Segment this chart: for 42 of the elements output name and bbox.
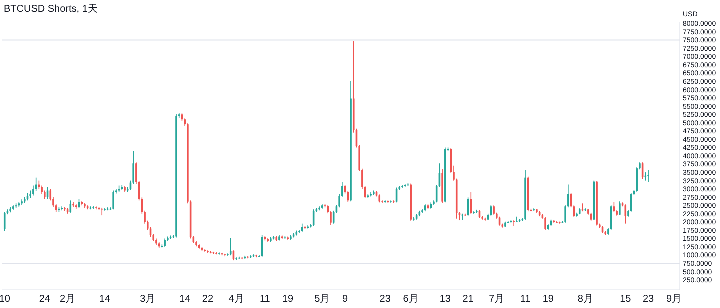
candlestick: [584, 208, 586, 212]
candlestick: [516, 216, 518, 223]
x-tick-label: 15: [620, 294, 632, 305]
x-tick-label: 7月: [489, 294, 505, 305]
x-tick-label: 9: [342, 294, 349, 305]
x-tick-label: 19: [542, 294, 554, 305]
x-tick-label: 13: [440, 294, 452, 305]
candlestick: [4, 212, 6, 232]
x-tick-label: 23: [642, 294, 655, 305]
x-tick-label: 2月: [60, 294, 76, 305]
candlestick: [413, 217, 415, 222]
candlestick: [390, 200, 392, 204]
candlestick: [619, 201, 621, 216]
x-tick-label: 10: [0, 294, 11, 305]
candlestick: [493, 205, 495, 216]
candlestick: [402, 184, 404, 189]
candlestick: [544, 216, 546, 231]
x-tick-label: 6月: [403, 294, 419, 305]
x-tick-label: 14: [180, 294, 192, 305]
x-tick-label: 23: [380, 294, 392, 305]
x-tick-label: 14: [99, 294, 111, 305]
candlestick: [404, 184, 406, 188]
candlestick: [230, 238, 232, 256]
x-tick-label: 8月: [578, 294, 594, 305]
candlestick: [112, 190, 114, 210]
x-tick-label: 11: [260, 294, 271, 305]
x-tick-label: 9月: [666, 294, 682, 305]
x-tick-label: 19: [282, 294, 294, 305]
x-tick-label: 4月: [228, 294, 244, 305]
x-tick-label: 3月: [140, 294, 156, 305]
candlestick: [513, 220, 515, 227]
x-tick-label: 21: [462, 294, 474, 305]
candlestick: [648, 170, 650, 183]
candlestick: [636, 166, 638, 193]
x-tick-label: 24: [39, 294, 51, 305]
x-tick-label: 22: [202, 294, 214, 305]
candlestick: [613, 202, 616, 213]
x-tick-label: 5月: [314, 294, 330, 305]
x-tick-label: 11: [520, 294, 532, 305]
candlestick: [207, 250, 209, 254]
chart-title: BTCUSD Shorts, 1天: [4, 4, 98, 15]
candlestick: [624, 204, 627, 224]
